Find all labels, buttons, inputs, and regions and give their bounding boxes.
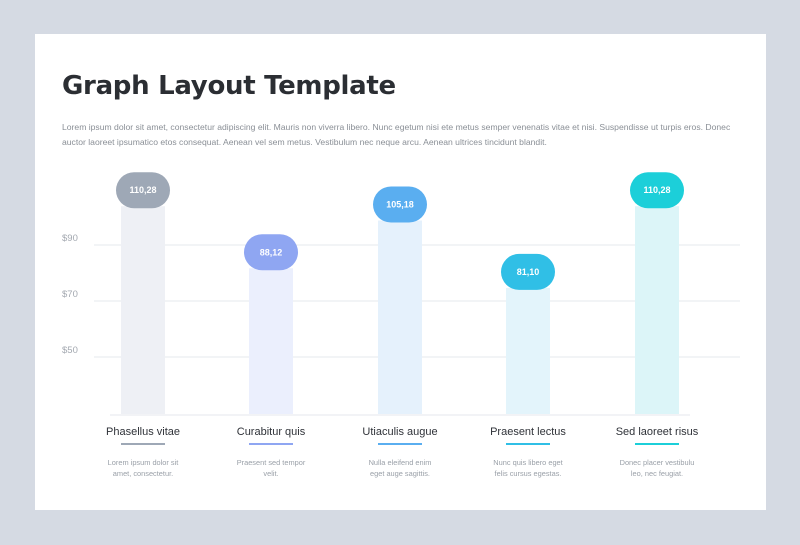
category-underline-5 [635, 443, 679, 445]
category-description-3: Nulla eleifend enim eget auge sagittis. [352, 457, 448, 479]
category-label-2: Curabitur quis [236, 426, 306, 438]
chart-title: Graph Layout Template [62, 71, 396, 101]
bar-5 [635, 206, 679, 414]
category-underline-1 [121, 443, 165, 445]
data-label-3: 105,18 [386, 199, 414, 209]
category-description-4: Nunc quis libero eget felis cursus egesta… [480, 457, 576, 479]
value-bubble-1 [116, 172, 170, 209]
category-description-line: felis cursus egestas. [494, 469, 562, 478]
category-underline-3 [378, 443, 422, 445]
value-bubble-3 [373, 186, 427, 223]
bar-1 [121, 206, 165, 414]
bar-4 [506, 287, 550, 414]
category-description-line: velit. [263, 469, 279, 478]
category-description-line: leo, nec feugiat. [630, 469, 684, 478]
category-description-5: Donec placer vestibulu leo, nec feugiat. [609, 457, 705, 479]
value-bubble-5 [630, 172, 684, 209]
category-label-1: Phasellus vitae [106, 426, 180, 438]
value-bubble-2 [244, 234, 298, 271]
data-label-5: 110,28 [643, 185, 670, 195]
y-tick-label-70: $70 [62, 289, 78, 300]
data-label-4: 81,10 [517, 267, 540, 277]
category-underline-2 [249, 443, 293, 445]
category-label-5: Sed laoreet risus [615, 426, 699, 438]
y-tick-label-90: $90 [62, 233, 78, 244]
data-label-1: 110,28 [129, 185, 156, 195]
value-bubble-4 [501, 253, 555, 290]
chart-description: Lorem ipsum dolor sit amet, consectetur … [62, 122, 731, 147]
category-description-line: Nunc quis libero eget [493, 458, 563, 467]
category-label-3: Utiaculis augue [362, 426, 438, 438]
category-description-line: Lorem ipsum dolor sit [107, 458, 179, 467]
category-label-4: Praesent lectus [490, 426, 566, 438]
category-description-line: Nulla eleifend enim [368, 458, 432, 467]
data-label-2: 88,12 [260, 247, 283, 257]
category-description-line: Donec placer vestibulu [619, 458, 695, 467]
category-description-line: amet, consectetur. [112, 469, 174, 478]
category-underline-4 [506, 443, 550, 445]
category-description-line: Praesent sed tempor [236, 458, 306, 467]
bar-2 [249, 268, 293, 414]
category-description-line: eget auge sagittis. [370, 469, 430, 478]
y-tick-label-50: $50 [62, 345, 78, 356]
bar-3 [378, 220, 422, 414]
category-description-2: Praesent sed tempor velit. [223, 457, 319, 479]
category-description-1: Lorem ipsum dolor sit amet, consectetur. [95, 457, 191, 479]
